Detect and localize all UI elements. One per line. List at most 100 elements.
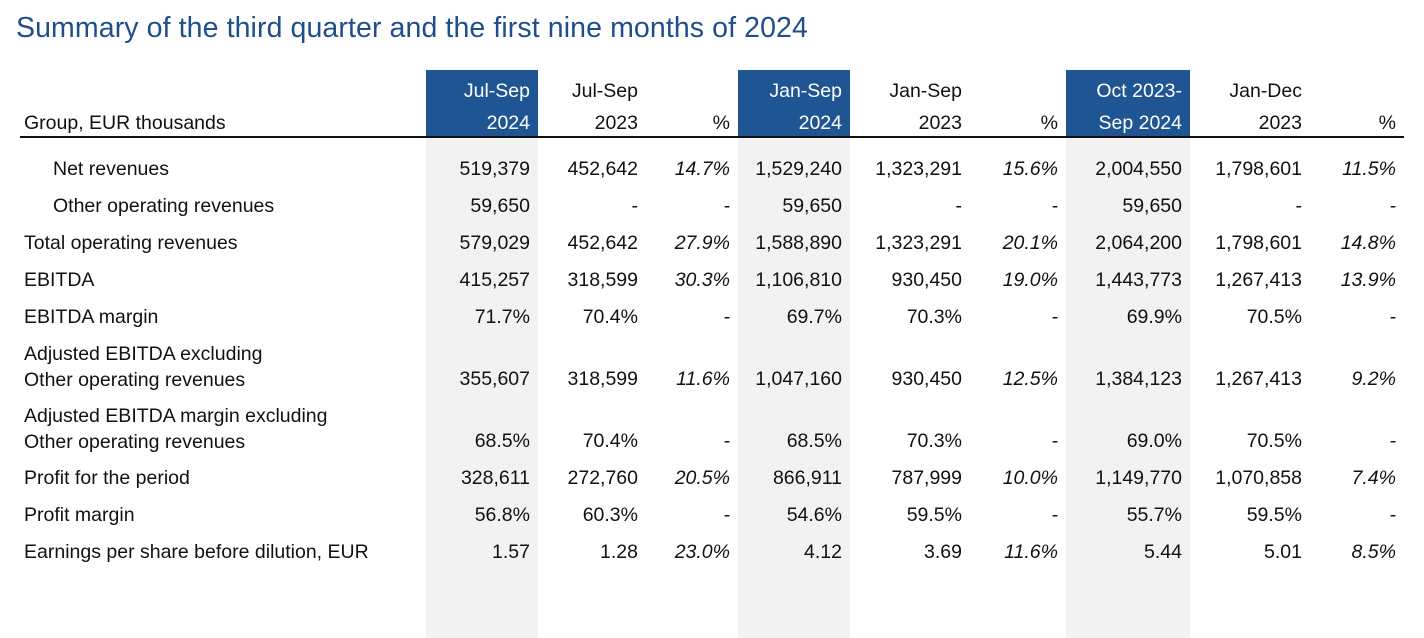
row-header-label: Group, EUR thousands xyxy=(24,112,226,134)
row-label: Adjusted EBITDA excluding Other operating… xyxy=(24,341,262,393)
table-cell: 866,911 xyxy=(772,467,842,489)
table-cell: 272,760 xyxy=(567,467,639,489)
column-header-line2: % xyxy=(1040,112,1058,134)
row-label-line: Adjusted EBITDA excluding xyxy=(24,343,263,365)
table-cell: 5.01 xyxy=(1264,541,1302,563)
table-cell: 23.0% xyxy=(674,541,730,563)
row-label-line: Other operating revenues xyxy=(24,431,246,453)
table-cell: 9.2% xyxy=(1351,368,1396,390)
table-cell: 2,004,550 xyxy=(1095,158,1182,180)
table-cell: 56.8% xyxy=(474,504,530,526)
table-header: Group, EUR thousands Jul-Sep 2024 Jul-Sep 2… xyxy=(20,70,1404,136)
column-header-line2: 2024 xyxy=(486,112,530,134)
table-cell: - xyxy=(1389,306,1397,328)
table-cell: - xyxy=(1389,504,1397,526)
table-cell: - xyxy=(1051,306,1059,328)
table-cell: 69.9% xyxy=(1126,306,1182,328)
summary-table: Group, EUR thousands Jul-Sep 2024 Jul-Sep 2… xyxy=(20,70,1404,638)
table-row: Profit margin 56.8% 60.3% - 54.6% 59.5% - 55.7%… xyxy=(20,496,1404,533)
table-cell: - xyxy=(1389,430,1397,452)
table-cell: 318,599 xyxy=(567,269,639,291)
column-header-line2: 2023 xyxy=(1258,112,1302,134)
table-cell: 68.5% xyxy=(474,430,530,452)
table-cell: 1,323,291 xyxy=(875,232,962,254)
column-header: Jan-Sep 2023 xyxy=(850,70,970,136)
table-cell: 355,607 xyxy=(459,368,531,390)
table-cell: 1.28 xyxy=(600,541,638,563)
column-header-line2: 2023 xyxy=(594,112,638,134)
table-cell: 1,267,413 xyxy=(1215,269,1302,291)
row-label-line: Profit margin xyxy=(24,504,135,526)
row-label-line: Net revenues xyxy=(53,158,169,180)
table-cell: 5.44 xyxy=(1144,541,1182,563)
column-header-line2: 2023 xyxy=(918,112,962,134)
row-label-line: EBITDA xyxy=(24,269,95,291)
table-body: Net revenues 519,379 452,642 14.7% 1,529,240… xyxy=(20,150,1404,570)
table-cell: 1,267,413 xyxy=(1215,368,1302,390)
table-row: Other operating revenues 59,650 - - 59,650 - -… xyxy=(20,187,1404,224)
column-header-line1: Jan-Sep xyxy=(889,80,962,102)
table-cell: - xyxy=(1051,504,1059,526)
table-cell: 69.0% xyxy=(1126,430,1182,452)
table-cell: 20.1% xyxy=(1002,232,1058,254)
row-label: Other operating revenues xyxy=(53,193,274,219)
table-cell: 8.5% xyxy=(1351,541,1396,563)
table-row: Net revenues 519,379 452,642 14.7% 1,529,240… xyxy=(20,150,1404,187)
column-header-line1: Jul-Sep xyxy=(571,80,638,102)
table-cell: 787,999 xyxy=(891,467,963,489)
column-header: % xyxy=(646,70,738,136)
table-cell: 55.7% xyxy=(1126,504,1182,526)
table-cell: 14.8% xyxy=(1340,232,1396,254)
table-cell: 930,450 xyxy=(891,269,963,291)
row-label: EBITDA margin xyxy=(24,304,158,330)
row-label: Profit margin xyxy=(24,502,135,528)
table-cell: 59.5% xyxy=(1246,504,1302,526)
table-cell: 519,379 xyxy=(459,158,531,180)
table-cell: 14.7% xyxy=(674,158,730,180)
table-row: EBITDA margin 71.7% 70.4% - 69.7% 70.3% - 69.9%… xyxy=(20,298,1404,335)
table-cell: 1,323,291 xyxy=(875,158,962,180)
row-label-line: Profit for the period xyxy=(24,467,190,489)
table-cell: - xyxy=(723,504,731,526)
table-cell: 71.7% xyxy=(474,306,530,328)
table-cell: 579,029 xyxy=(459,232,531,254)
table-cell: - xyxy=(1051,195,1059,217)
column-header: Jul-Sep 2024 xyxy=(426,70,538,136)
table-cell: - xyxy=(1051,430,1059,452)
row-label-line: Other operating revenues xyxy=(53,195,275,217)
page-title: Summary of the third quarter and the fir… xyxy=(16,12,808,44)
column-header: Oct 2023- Sep 2024 xyxy=(1066,70,1190,136)
table-cell: 1,798,601 xyxy=(1215,232,1302,254)
row-label: Adjusted EBITDA margin excluding Other op… xyxy=(24,403,328,455)
table-cell: 1,798,601 xyxy=(1215,158,1302,180)
table-cell: 70.4% xyxy=(582,430,638,452)
table-cell: 1,106,810 xyxy=(755,269,842,291)
row-label: Total operating revenues xyxy=(24,230,238,256)
table-cell: - xyxy=(1389,195,1397,217)
row-label: EBITDA xyxy=(24,267,94,293)
column-header-line2: % xyxy=(1378,112,1396,134)
table-row: Earnings per share before dilution, EUR 1… xyxy=(20,533,1404,570)
table-cell: 3.69 xyxy=(924,541,962,563)
table-row: Profit for the period 328,611 272,760 20.5%… xyxy=(20,459,1404,496)
row-label-line: Other operating revenues xyxy=(24,369,246,391)
column-shading xyxy=(426,138,538,638)
table-cell: 1,070,858 xyxy=(1215,467,1302,489)
table-row: Adjusted EBITDA margin excluding Other op… xyxy=(20,397,1404,459)
row-label: Profit for the period xyxy=(24,465,190,491)
table-cell: 11.6% xyxy=(1004,541,1058,563)
table-cell: 15.6% xyxy=(1002,158,1058,180)
table-cell: 4.12 xyxy=(804,541,842,563)
column-header-line2: 2024 xyxy=(798,112,842,134)
table-cell: 1,529,240 xyxy=(755,158,842,180)
table-cell: 19.0% xyxy=(1002,269,1058,291)
table-cell: - xyxy=(723,430,731,452)
column-shading xyxy=(1066,138,1190,638)
table-cell: 27.9% xyxy=(674,232,730,254)
column-header: % xyxy=(1310,70,1404,136)
table-cell: 1.57 xyxy=(492,541,530,563)
column-header-line1: Jan-Dec xyxy=(1229,80,1302,102)
table-cell: 68.5% xyxy=(786,430,842,452)
table-cell: 328,611 xyxy=(460,467,530,489)
table-cell: 70.3% xyxy=(906,430,962,452)
